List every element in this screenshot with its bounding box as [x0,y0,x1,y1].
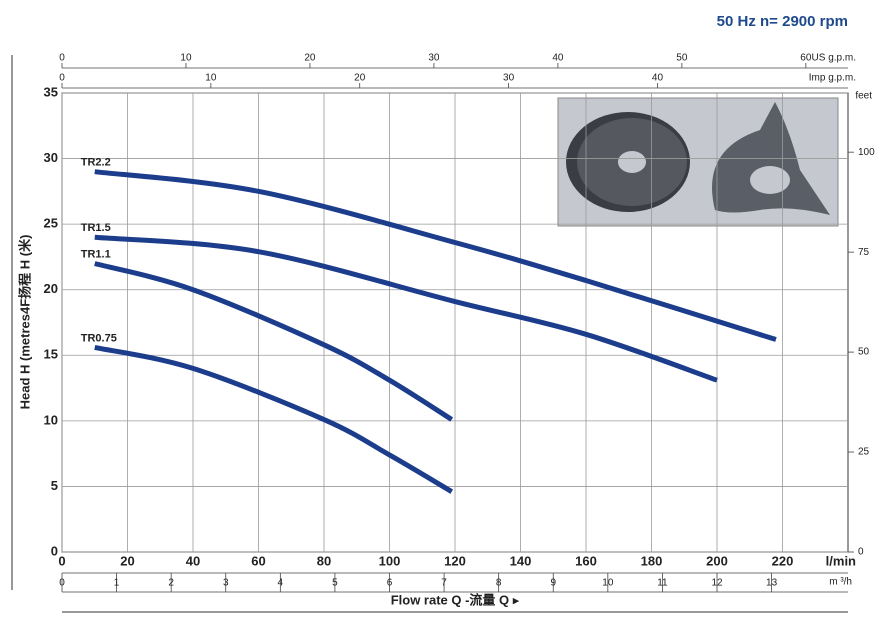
x3-tick-label: 10 [205,73,217,84]
x-tick-label: 120 [444,553,466,568]
x4-tick-label: 0 [59,578,65,589]
y-tick-label: 25 [44,216,58,231]
x-tick-label: 40 [186,553,200,568]
y-tick-label: 5 [51,478,58,493]
y2-tick-label: 25 [858,447,870,458]
x4-tick-label: 3 [223,578,229,589]
x4-tick-label: 12 [711,578,723,589]
series-label: TR2.2 [81,157,111,169]
imp-axis-label: Imp g.p.m. [809,73,856,84]
y-tick-label: 35 [44,84,58,99]
x4-tick-label: 9 [550,578,556,589]
x2-tick-label: 30 [428,53,440,64]
x4-tick-label: 5 [332,578,338,589]
series-label: TR1.1 [81,248,111,260]
x-tick-label: 0 [58,553,65,568]
y-tick-label: 30 [44,150,58,165]
x2-tick-label: 40 [552,53,564,64]
x-tick-label: 140 [510,553,532,568]
x4-tick-label: 4 [278,578,284,589]
x-tick-label: 80 [317,553,331,568]
y-axis-label: Head H (metres4F扬程 H (米) [17,235,32,410]
x3-tick-label: 30 [503,73,515,84]
x-tick-label: 160 [575,553,597,568]
y-tick-label: 10 [44,412,58,427]
curve [94,344,453,494]
x2-tick-label: 50 [676,53,688,64]
y-tick-label: 20 [44,281,58,296]
x2-tick-label: 0 [59,53,65,64]
x-axis-label: Flow rate Q -流量 Q ▸ [391,592,520,607]
series-label: TR1.5 [81,222,111,234]
y2-tick-label: 0 [858,547,864,558]
x4-tick-label: 13 [766,578,778,589]
x-unit: l/min [826,553,856,568]
x2-tick-label: 20 [304,53,316,64]
x2-tick-label: 60 [800,53,812,64]
x4-tick-label: 11 [657,578,668,589]
y2-tick-label: 100 [858,147,875,158]
curve [94,261,454,422]
y-tick-label: 0 [51,543,58,558]
m3h-axis-label: m ³/h [829,577,852,588]
x-tick-label: 100 [379,553,401,568]
impeller-photo [557,97,839,227]
series-label: TR0.75 [81,332,117,344]
x-tick-label: 200 [706,553,728,568]
y-tick-label: 15 [44,347,58,362]
x4-tick-label: 8 [496,578,502,589]
y2-tick-label: 75 [858,247,870,258]
x-tick-label: 220 [772,553,794,568]
x4-tick-label: 7 [441,578,447,589]
feet-axis-label: feet [855,91,872,102]
y2-tick-label: 50 [858,347,870,358]
us-axis-label: US g.p.m. [812,53,856,64]
x3-tick-label: 0 [59,73,65,84]
x3-tick-label: 20 [354,73,366,84]
x-tick-label: 20 [120,553,134,568]
x4-tick-label: 2 [168,578,174,589]
x4-tick-label: 10 [602,578,614,589]
x4-tick-label: 1 [114,578,120,589]
curve [94,234,718,383]
chart-title: 50 Hz n= 2900 rpm [717,13,848,30]
curve [94,169,777,342]
x-tick-label: 60 [251,553,265,568]
x4-tick-label: 6 [387,578,393,589]
x3-tick-label: 40 [652,73,664,84]
x-tick-label: 180 [641,553,663,568]
x2-tick-label: 10 [180,53,192,64]
